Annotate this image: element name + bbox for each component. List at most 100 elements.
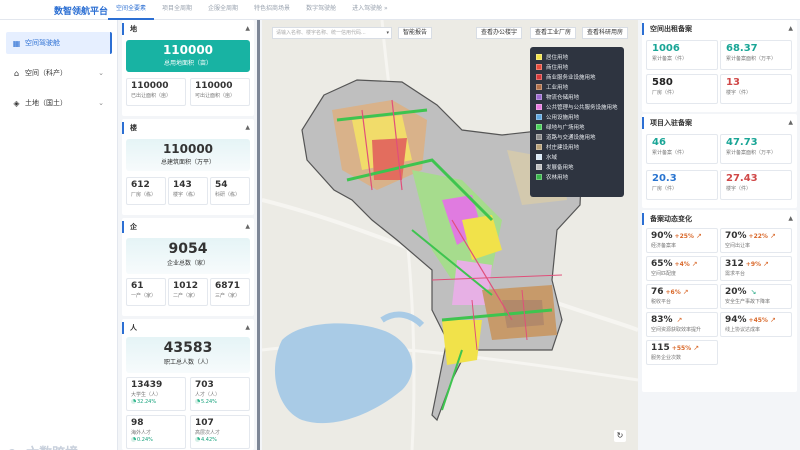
legend-item[interactable]: 工业用地 <box>536 82 618 92</box>
legend-swatch-icon <box>536 74 542 80</box>
legend-item[interactable]: 公用设施用地 <box>536 112 618 122</box>
view-factory-button[interactable]: 查看工业厂房 <box>530 27 577 39</box>
legend-swatch-icon <box>536 54 542 60</box>
legend-item[interactable]: 商住用地 <box>536 62 618 72</box>
land-total-card: 110000 总用地面积（亩） <box>126 40 250 72</box>
section-header[interactable]: 人 ▲ <box>122 322 254 334</box>
settle-factory-card: 20.3 厂房（件） <box>646 170 718 200</box>
view-research-button[interactable]: 查看科研用房 <box>582 27 629 39</box>
collapse-icon[interactable]: ▲ <box>245 25 250 32</box>
talents-card: 703 人才（人） 5.24% <box>190 377 250 411</box>
people-total-card: 43583 职工总人数（人） <box>126 337 250 373</box>
trend-card: 76 +6% ↗ 税收平台 <box>646 284 718 309</box>
legend-label: 商业服务业设施用地 <box>546 75 596 81</box>
tab-enter-cockpit[interactable]: 进入驾驶舱 » <box>352 5 388 12</box>
legend-label: 工业用地 <box>546 85 569 91</box>
tab-investment-scenes[interactable]: 特色招商场景 <box>254 5 291 12</box>
panel-scrollbar[interactable] <box>257 20 260 450</box>
legend-label: 商住用地 <box>546 65 569 71</box>
nav-item-land[interactable]: ◈ 土地（国土） ⌄ <box>6 92 112 114</box>
collapse-icon[interactable]: ▲ <box>788 25 793 32</box>
legend-label: 农林用地 <box>546 175 569 181</box>
legend-item[interactable]: 发展备用地 <box>536 162 618 172</box>
trend-card: 312 +9% ↗ 需求平台 <box>720 256 792 281</box>
trend-card: 90% +25% ↗ 经济备案率 <box>646 228 718 253</box>
section-header[interactable]: 项目入驻备案 ▲ <box>642 117 797 129</box>
collapse-icon[interactable]: ▲ <box>788 119 793 126</box>
tab-digital-cockpit[interactable]: 数字驾驶舱 <box>306 5 337 12</box>
view-office-button[interactable]: 查看办公楼宇 <box>476 27 523 39</box>
legend-label: 物流仓储用地 <box>546 95 580 101</box>
legend-item[interactable]: 水域 <box>536 152 618 162</box>
legend-item[interactable]: 物流仓储用地 <box>536 92 618 102</box>
legend-label: 发展备用地 <box>546 165 574 171</box>
home-icon: ⌂ <box>13 68 20 78</box>
trend-up-icon: ↗ <box>682 288 689 296</box>
research-count-card: 54 科研（栋） <box>210 177 250 205</box>
smart-report-button[interactable]: 智能报告 <box>398 27 433 39</box>
legend-swatch-icon <box>536 114 542 120</box>
legend-item[interactable]: 农林用地 <box>536 172 618 182</box>
legend-label: 道路与交通设施用地 <box>546 135 596 141</box>
chevron-down-icon[interactable]: ▾ <box>386 30 389 36</box>
legend-item[interactable]: 道路与交通设施用地 <box>536 132 618 142</box>
legend-swatch-icon <box>536 64 542 70</box>
percent-badge: 0.24% <box>131 437 181 443</box>
legend-swatch-icon <box>536 164 542 170</box>
overseas-talent-card: 98 海外人才 0.24% <box>126 415 186 449</box>
trend-up-icon: ↗ <box>769 232 776 240</box>
legend-item[interactable]: 村庄建设用地 <box>536 142 618 152</box>
trend-up-icon: ↗ <box>691 260 698 268</box>
top-bar: 数智领航平台 空间全要素 项目全周期 企服全周期 特色招商场景 数字驾驶舱 进入… <box>0 0 800 20</box>
tab-project-lifecycle[interactable]: 项目全周期 <box>162 5 193 12</box>
collapse-icon[interactable]: ▲ <box>245 324 250 331</box>
section-header[interactable]: 地 ▲ <box>122 23 254 35</box>
settle-tower-card: 27.43 楼宇（件） <box>720 170 792 200</box>
pie-icon <box>131 437 136 442</box>
nav-item-label: 空间驾驶舱 <box>25 39 60 47</box>
building-section: 楼 ▲ 110000 总建筑面积（万平） 612 厂房（栋） 143 楼宇（栋） … <box>122 119 254 215</box>
tab-enterprise-lifecycle[interactable]: 企服全周期 <box>208 5 239 12</box>
left-nav: ▦ 空间驾驶舱 ⌂ 空间（科产） ⌄ ◈ 土地（国土） ⌄ ᴖᴗ 六数跨境 <box>0 20 118 450</box>
section-header[interactable]: 空间出租备案 ▲ <box>642 23 797 35</box>
trend-card: 20% ↘ 安全生产事故下降率 <box>720 284 792 309</box>
refresh-icon[interactable]: ↻ <box>614 430 626 442</box>
land-available-card: 110000 可出让面积（亩） <box>190 78 250 106</box>
settle-area-card: 47.73 累计备案面积（万平） <box>720 134 792 164</box>
section-header[interactable]: 备案动态变化 ▲ <box>642 213 797 225</box>
collapse-icon[interactable]: ▲ <box>245 124 250 131</box>
legend-item[interactable]: 商业服务业设施用地 <box>536 72 618 82</box>
collapse-icon[interactable]: ▲ <box>245 223 250 230</box>
nav-item-label: 土地（国土） <box>25 99 67 107</box>
legend-label: 公共管理与公共服务设施用地 <box>546 105 618 111</box>
rent-total-card: 1006 累计备案（件） <box>646 40 718 70</box>
legend-item[interactable]: 绿地与广场用地 <box>536 122 618 132</box>
collapse-icon[interactable]: ▲ <box>788 215 793 222</box>
right-panel: 空间出租备案 ▲ 1006 累计备案（件） 68.37 累计备案面积（万平） 580 厂… <box>640 20 800 450</box>
legend-label: 居住用地 <box>546 55 569 61</box>
legend-swatch-icon <box>536 94 542 100</box>
nav-item-label: 空间（科产） <box>25 69 67 77</box>
legend-swatch-icon <box>536 124 542 130</box>
rent-tower-card: 13 楼宇（件） <box>720 74 792 104</box>
trend-card: 94% +45% ↗ 线上协议达成率 <box>720 312 792 337</box>
legend-swatch-icon <box>536 84 542 90</box>
nav-item-space-cockpit[interactable]: ▦ 空间驾驶舱 <box>6 32 112 54</box>
search-input[interactable]: 请输入名称、楼宇名称、统一信用代码... ▾ <box>272 27 392 39</box>
pie-icon <box>195 399 200 404</box>
legend-swatch-icon <box>536 144 542 150</box>
section-header[interactable]: 楼 ▲ <box>122 122 254 134</box>
tab-space-elements[interactable]: 空间全要素 <box>108 0 155 20</box>
legend-swatch-icon <box>536 174 542 180</box>
legend-swatch-icon <box>536 104 542 110</box>
section-header[interactable]: 企 ▲ <box>122 221 254 233</box>
legend-item[interactable]: 公共管理与公共服务设施用地 <box>536 102 618 112</box>
map-view[interactable]: 请输入名称、楼宇名称、统一信用代码... ▾ 智能报告 查看办公楼宇 查看工业厂… <box>262 20 638 450</box>
pie-icon <box>195 437 200 442</box>
nav-item-space-tech[interactable]: ⌂ 空间（科产） ⌄ <box>6 62 112 84</box>
trend-up-icon: ↗ <box>695 232 702 240</box>
primary-industry-card: 61 一产（家） <box>126 278 166 306</box>
layers-icon: ◈ <box>13 98 20 108</box>
filing-dynamics-section: 备案动态变化 ▲ 90% +25% ↗ 经济备案率 70% +22% ↗ 空间出让率 65% +… <box>642 210 797 392</box>
legend-item[interactable]: 居住用地 <box>536 52 618 62</box>
